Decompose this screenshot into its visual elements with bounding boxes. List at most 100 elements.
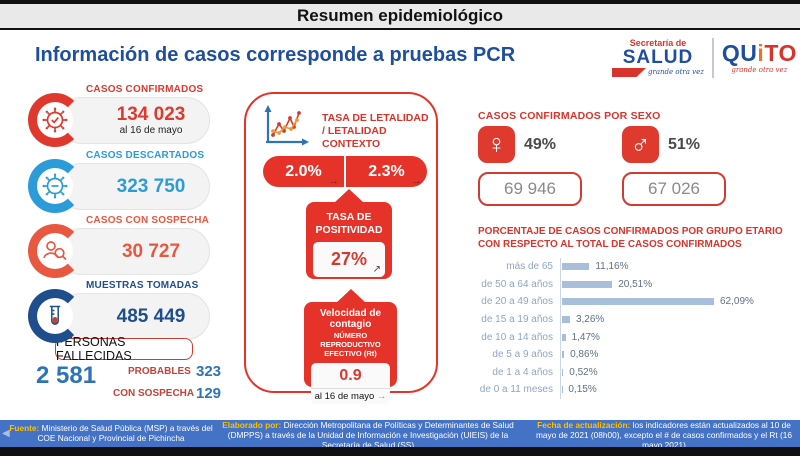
virus-minus-icon (42, 173, 68, 199)
stat-pill: 485 449 (58, 293, 210, 340)
stat-value: 485 449 (116, 305, 186, 327)
ring-decoration (28, 159, 82, 213)
quito-logo: QUiTO grande otra vez (722, 42, 797, 74)
bottom-black-strip (0, 447, 800, 456)
probables-label: PROBABLES (128, 366, 191, 377)
quito-wordmark-qu: QU (721, 40, 758, 66)
chart-category-label: de 15 a 19 años (481, 314, 553, 326)
rt-title: Velocidad de contagio (319, 308, 382, 330)
secretaria-salud-logo: Secretaría de SALUD grande otra vez (612, 39, 704, 77)
stat-value: 30 727 (121, 240, 181, 262)
chart-category-label: de 10 a 14 años (481, 331, 553, 343)
stat-pill: 323 750 (58, 163, 210, 210)
male-count-box: 67 026 (622, 172, 726, 206)
stat-label: CASOS DESCARTADOS (86, 150, 205, 161)
chart-row: de 50 a 64 años 20,51% (468, 275, 793, 294)
age-chart-title: PORCENTAJE DE CASOS CONFIRMADOS POR GRUP… (478, 226, 783, 250)
lethality-value-pill: 2.0% → (263, 156, 344, 187)
chart-value-label: 20,51% (618, 278, 653, 290)
footer-fuente: Fuente: Ministerio de Salud Pública (MSP… (9, 423, 213, 443)
chart-category-label: de 1 a 4 años (492, 366, 553, 378)
footer-fecha: Fecha de actualización: los indicadores … (536, 420, 792, 450)
fallecidas-total: 2 581 (36, 362, 97, 389)
positivity-card: TASA DE POSITIVIDAD 27% ↗ (306, 189, 392, 279)
positivity-value: 27% (330, 249, 368, 270)
age-chart-rows: más de 65 11,16% de 50 a 64 años 20,51% de 2… (468, 258, 793, 399)
arrow-right-icon: → (328, 175, 339, 187)
chart-bar (562, 316, 570, 324)
positivity-title: TASA DE POSITIVIDAD (315, 211, 383, 237)
chart-row: de 15 a 19 años 3,26% (468, 310, 793, 329)
chart-value-label: 3,26% (575, 314, 605, 326)
lethality-title: TASA DE LETALIDAD / LETALIDAD CONTEXTO (322, 112, 429, 151)
lethality-values: 2.0% → 2.3% → (263, 156, 427, 187)
rt-note: al 16 de mayo → (311, 388, 390, 404)
chart-bar (562, 280, 613, 288)
virus-check-icon (42, 107, 68, 133)
salud-flag-icon (612, 68, 646, 77)
lethality-context-pill: 2.3% → (346, 156, 427, 187)
chart-bar (562, 298, 714, 306)
logo-divider (711, 38, 714, 78)
stat-label: MUESTRAS TOMADAS (86, 280, 199, 291)
rt-value: 0.9 (339, 367, 362, 384)
ring-decoration (28, 224, 82, 278)
personas-fallecidas-title: PERSONAS FALLECIDAS (56, 335, 132, 363)
test-tube-icon (49, 305, 61, 325)
female-percent: 49% (524, 136, 557, 153)
chart-bar (562, 351, 565, 359)
chart-bar (562, 263, 590, 271)
prev-slide-arrow[interactable]: ◀ (2, 428, 10, 439)
con-sospecha-value: 129 (196, 385, 222, 402)
footer-bar: ◀ Fuente: Ministerio de Salud Pública (M… (0, 420, 800, 450)
stat-value: 323 750 (116, 175, 186, 197)
chart-row: más de 65 11,16% (468, 258, 793, 276)
chart-row: de 1 a 4 años 0,52% (468, 363, 793, 382)
chart-category-label: de 50 a 64 años (481, 278, 553, 290)
chart-value-label: 1,47% (571, 331, 600, 343)
arrow-right-icon: → (376, 391, 387, 402)
stat-pill: 134 023 al 16 de mayo (58, 97, 210, 144)
personas-fallecidas-box: PERSONAS FALLECIDAS (55, 335, 193, 363)
rt-card: Velocidad de contagio NÚMERO REPRODUCTIV… (304, 289, 397, 404)
salud-tagline: grande otra vez (648, 68, 704, 76)
line-chart-icon (264, 105, 309, 146)
stat-label: CASOS CONFIRMADOS (86, 84, 204, 95)
rt-subtitle: NÚMERO REPRODUCTIVO EFECTIVO (Rt) (320, 331, 381, 358)
stat-casos-descartados: CASOS DESCARTADOS 323 750 (28, 150, 233, 214)
logo-secretaria-name: SALUD (622, 47, 694, 68)
stat-label: CASOS CON SOSPECHA (86, 215, 210, 226)
stat-casos-confirmados: CASOS CONFIRMADOS 134 023 al 16 de mayo (28, 84, 233, 148)
footer-elaborado: Elaborado por: Dirección Metropolitana d… (222, 420, 514, 450)
section-title: Información de casos corresponde a prueb… (35, 44, 516, 66)
male-percent: 51% (668, 136, 701, 153)
chart-row: de 20 a 49 años 62,09% (468, 293, 793, 311)
chart-row: de 10 a 14 años 1,47% (468, 328, 793, 346)
header-banner: Resumen epidemiológico (0, 0, 800, 30)
chart-value-label: 0,86% (570, 349, 599, 361)
con-sospecha-label: CON SOSPECHA (113, 388, 195, 399)
logo-group: Secretaría de SALUD grande otra vez QUiT… (612, 33, 797, 83)
chart-row: de 5 a 9 años 0,86% (468, 345, 793, 364)
chart-category-label: de 0 a 11 meses (479, 384, 553, 396)
stat-muestras-tomadas: MUESTRAS TOMADAS 485 449 (28, 280, 233, 344)
cursor-arrow-icon: ↗ (372, 264, 381, 276)
sex-section-title: CASOS CONFIRMADOS POR SEXO (478, 110, 661, 122)
female-count-box: 69 946 (478, 172, 582, 206)
chart-value-label: 0,15% (568, 384, 597, 396)
stat-value: 134 023 (116, 104, 186, 126)
ring-decoration (28, 289, 82, 343)
stat-note: al 16 de mayo (119, 124, 183, 136)
female-icon: ♀ (478, 126, 515, 163)
chart-category-label: de 5 a 9 años (492, 349, 553, 361)
chart-category-label: de 20 a 49 años (481, 296, 553, 308)
stat-casos-con-sospecha: CASOS CON SOSPECHA 30 727 (28, 215, 233, 279)
indicators-panel: TASA DE LETALIDAD / LETALIDAD CONTEXTO 2… (244, 92, 438, 404)
stat-pill: 30 727 (58, 228, 210, 275)
probables-value: 323 (196, 363, 222, 380)
chart-value-label: 11,16% (595, 261, 629, 273)
chart-value-label: 0,52% (569, 366, 598, 378)
logo-secretaria-top: Secretaría de (629, 38, 687, 48)
chart-value-label: 62,09% (720, 296, 754, 308)
